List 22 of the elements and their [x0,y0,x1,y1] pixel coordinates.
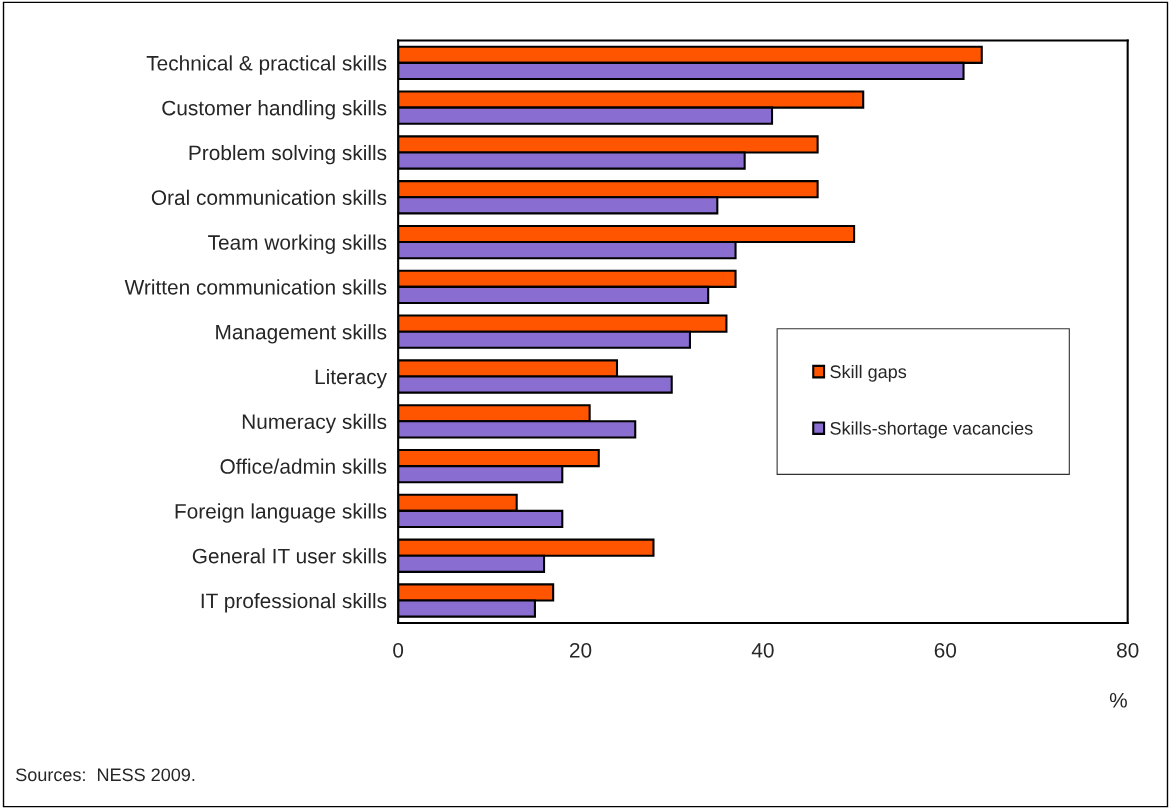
y-tick-label: Technical & practical skills [146,55,387,75]
x-tick-label: 0 [393,642,404,658]
y-tick-label: Customer handling skills [162,100,387,120]
y-tick-label: Team working skills [208,234,387,254]
y-tick-label: Numeracy skills [242,413,387,434]
y-tick-label: Oral communication skills [151,189,387,206]
y-tick-label: General IT user skills [192,548,387,564]
x-axis-title: % [1109,692,1127,708]
legend-label: Skills-shortage vacancies [830,421,1033,439]
y-tick-label: Office/admin skills [220,458,387,474]
legend-label: Skill gaps [830,364,907,382]
y-tick-label: Written communication skills [124,279,387,295]
y-tick-label: Problem solving skills [189,144,387,165]
x-tick-label: 80 [1116,642,1139,658]
x-tick-label: 60 [934,642,957,658]
source-note: Sources: NESS 2009. [16,768,195,782]
x-tick-label: 40 [751,642,774,658]
x-tick-label: 20 [569,642,592,658]
y-tick-label: Foreign language skills [175,503,387,523]
y-tick-label: Management skills [216,324,387,344]
y-tick-label: Literacy [315,368,387,389]
y-tick-label: IT professional skills [201,592,387,613]
